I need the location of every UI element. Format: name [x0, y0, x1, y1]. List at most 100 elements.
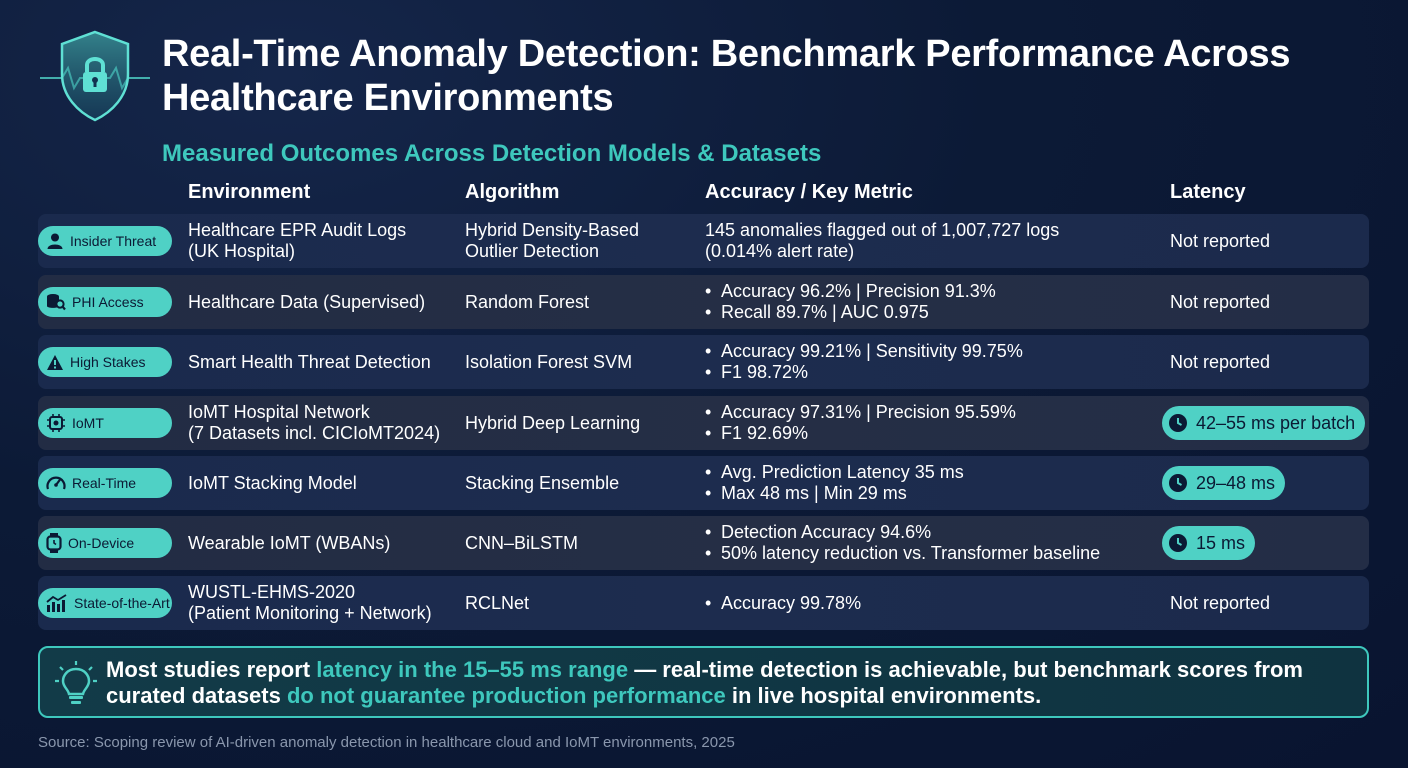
environment-cell: Healthcare EPR Audit Logs (UK Hospital)	[188, 214, 458, 268]
metric-bullet: Accuracy 96.2% | Precision 91.3%	[705, 281, 1145, 302]
column-header-latency: Latency	[1170, 181, 1246, 203]
environment-line: WUSTL-EHMS-2020	[188, 582, 356, 602]
callout-segment: — real-time detection is achievable, but…	[106, 657, 1303, 708]
source-citation: Source: Scoping review of AI-driven anom…	[38, 734, 735, 751]
algorithm-cell: Random Forest	[465, 275, 695, 329]
metric-bullet: F1 92.69%	[705, 423, 1145, 444]
environment-cell: Healthcare Data (Supervised)	[188, 275, 458, 329]
callout-text: Most studies report latency in the 15–55…	[106, 657, 1356, 709]
algorithm-cell: CNN–BiLSTM	[465, 516, 695, 570]
algorithm-line: Outlier Detection	[465, 241, 600, 261]
environment-cell: Smart Health Threat Detection	[188, 335, 458, 389]
metric-bullet: Accuracy 99.78%	[705, 593, 1145, 614]
environment-line: Healthcare Data (Supervised)	[188, 291, 426, 312]
metric-cell: 145 anomalies flagged out of 1,007,727 l…	[705, 214, 1145, 268]
latency-cell: Not reported	[1170, 214, 1370, 268]
clock-icon	[1169, 534, 1187, 552]
environment-cell: WUSTL-EHMS-2020 (Patient Monitoring + Ne…	[188, 576, 458, 630]
category-label: State-of-the-Art	[74, 595, 170, 611]
speedometer-icon	[46, 476, 66, 490]
metric-bullet: Max 48 ms | Min 29 ms	[705, 483, 1145, 504]
warning-icon	[47, 354, 63, 370]
table-row: State-of-the-Art WUSTL-EHMS-2020 (Patien…	[38, 576, 1369, 630]
category-pill: High Stakes	[38, 347, 172, 377]
metric-cell: Accuracy 96.2% | Precision 91.3% Recall …	[705, 275, 1145, 329]
latency-cell: Not reported	[1170, 576, 1370, 630]
metric-cell: Accuracy 99.21% | Sensitivity 99.75% F1 …	[705, 335, 1145, 389]
latency-value: 15 ms	[1196, 532, 1246, 553]
key-insight-callout: Most studies report latency in the 15–55…	[38, 646, 1369, 718]
category-label: Insider Threat	[70, 233, 157, 249]
metric-bullet: 50% latency reduction vs. Transformer ba…	[705, 543, 1145, 564]
category-label: On-Device	[68, 535, 135, 551]
category-pill: Insider Threat	[38, 226, 172, 256]
column-header-algorithm: Algorithm	[465, 181, 560, 203]
algorithm-line: Isolation Forest SVM	[465, 351, 633, 372]
metric-cell: Accuracy 99.78%	[705, 576, 1145, 630]
clock-icon	[1169, 474, 1187, 492]
page-subtitle: Measured Outcomes Across Detection Model…	[162, 140, 822, 167]
algorithm-cell: Isolation Forest SVM	[465, 335, 695, 389]
table-row: On-Device Wearable IoMT (WBANs) CNN–BiLS…	[38, 516, 1369, 570]
algorithm-cell: Hybrid Density-Based Outlier Detection	[465, 214, 695, 268]
column-header-accuracy: Accuracy / Key Metric	[705, 181, 913, 203]
algorithm-line: RCLNet	[465, 592, 530, 613]
algorithm-line: Hybrid Density-Based	[465, 220, 640, 240]
table-row: High Stakes Smart Health Threat Detectio…	[38, 335, 1369, 389]
latency-cell: Not reported	[1170, 275, 1370, 329]
metric-cell: Accuracy 97.31% | Precision 95.59% F1 92…	[705, 396, 1145, 450]
algorithm-line: Random Forest	[465, 291, 590, 312]
user-icon	[47, 233, 63, 249]
latency-badge: 42–55 ms per batch	[1162, 406, 1366, 440]
category-label: Real-Time	[72, 475, 137, 491]
table-row: Real-Time IoMT Stacking Model Stacking E…	[38, 456, 1369, 510]
metric-bullet: Detection Accuracy 94.6%	[705, 522, 1145, 543]
chip-icon	[47, 414, 65, 432]
database-search-icon	[47, 294, 66, 311]
metric-bullet: Accuracy 99.21% | Sensitivity 99.75%	[705, 341, 1145, 362]
environment-line: Healthcare EPR Audit Logs	[188, 220, 407, 240]
algorithm-cell: RCLNet	[465, 576, 695, 630]
algorithm-line: Stacking Ensemble	[465, 472, 620, 493]
table-row: PHI Access Healthcare Data (Supervised) …	[38, 275, 1369, 329]
metric-line: 145 anomalies flagged out of 1,007,727 l…	[705, 220, 1060, 240]
metric-cell: Detection Accuracy 94.6% 50% latency red…	[705, 516, 1145, 570]
metric-bullet: F1 98.72%	[705, 362, 1145, 383]
lightbulb-icon	[55, 661, 97, 704]
category-pill: On-Device	[38, 528, 172, 558]
latency-value: Not reported	[1170, 351, 1271, 372]
environment-line: (Patient Monitoring + Network)	[188, 603, 432, 623]
algorithm-cell: Hybrid Deep Learning	[465, 396, 695, 450]
algorithm-cell: Stacking Ensemble	[465, 456, 695, 510]
metric-bullet: Accuracy 97.31% | Precision 95.59%	[705, 402, 1145, 423]
page-title: Real-Time Anomaly Detection: Benchmark P…	[162, 33, 1291, 119]
latency-value: Not reported	[1170, 230, 1271, 251]
latency-cell: 29–48 ms	[1162, 456, 1370, 510]
category-pill: PHI Access	[38, 287, 172, 317]
callout-segment: in live hospital environments.	[725, 683, 1042, 708]
environment-line: IoMT Stacking Model	[188, 472, 357, 493]
smartwatch-icon	[46, 533, 62, 553]
latency-value: Not reported	[1170, 592, 1271, 613]
category-label: High Stakes	[70, 354, 146, 370]
metric-bullet: Avg. Prediction Latency 35 ms	[705, 462, 1145, 483]
category-label: PHI Access	[72, 294, 144, 310]
latency-badge: 29–48 ms	[1162, 466, 1286, 500]
clock-icon	[1169, 414, 1187, 432]
environment-line: IoMT Hospital Network	[188, 402, 370, 422]
environment-cell: IoMT Stacking Model	[188, 456, 458, 510]
latency-badge: 15 ms	[1162, 526, 1256, 560]
latency-cell: Not reported	[1170, 335, 1370, 389]
metric-line: (0.014% alert rate)	[705, 241, 855, 261]
latency-value: Not reported	[1170, 291, 1271, 312]
latency-value: 29–48 ms	[1196, 472, 1276, 493]
environment-line: Smart Health Threat Detection	[188, 351, 431, 372]
callout-highlight: do not guarantee production performance	[286, 683, 726, 708]
metric-cell: Avg. Prediction Latency 35 ms Max 48 ms …	[705, 456, 1145, 510]
environment-line: Wearable IoMT (WBANs)	[188, 532, 391, 553]
environment-cell: IoMT Hospital Network (7 Datasets incl. …	[188, 396, 458, 450]
table-row: Insider Threat Healthcare EPR Audit Logs…	[38, 214, 1369, 268]
latency-cell: 15 ms	[1162, 516, 1370, 570]
trend-chart-icon	[46, 594, 67, 612]
algorithm-line: CNN–BiLSTM	[465, 532, 579, 553]
